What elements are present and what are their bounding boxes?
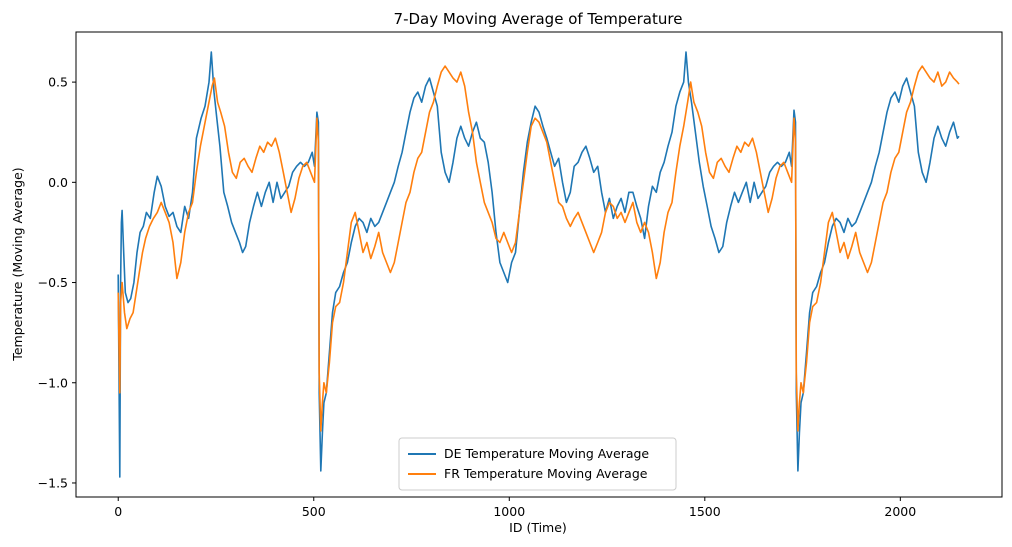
y-tick-label: −1.5 [38, 475, 68, 490]
legend-box [398, 437, 677, 491]
x-tick-label: 500 [302, 504, 326, 519]
legend-label-fr: FR Temperature Moving Average [444, 466, 648, 481]
plot-area [117, 51, 960, 478]
plot-frame [75, 31, 1003, 498]
x-axis-label: ID (Time) [509, 520, 567, 535]
y-tick-label: 0.0 [48, 175, 68, 190]
series-line-de [117, 51, 960, 478]
legend: DE Temperature Moving Average FR Tempera… [398, 437, 677, 491]
series-line-fr [117, 65, 960, 432]
x-axis: 0 500 1000 1500 2000 [114, 497, 916, 519]
y-axis-label: Temperature (Moving Average) [10, 167, 25, 361]
y-tick-label: −0.5 [38, 275, 68, 290]
x-tick-label: 2000 [884, 504, 916, 519]
x-tick-label: 1000 [493, 504, 525, 519]
chart-title: 7-Day Moving Average of Temperature [394, 10, 683, 28]
x-tick-label: 0 [114, 504, 122, 519]
x-tick-label: 1500 [689, 504, 721, 519]
y-tick-label: −1.0 [38, 375, 68, 390]
y-axis: −1.5 −1.0 −0.5 0.0 0.5 [38, 75, 76, 490]
y-tick-label: 0.5 [48, 75, 68, 90]
legend-label-de: DE Temperature Moving Average [444, 446, 649, 461]
